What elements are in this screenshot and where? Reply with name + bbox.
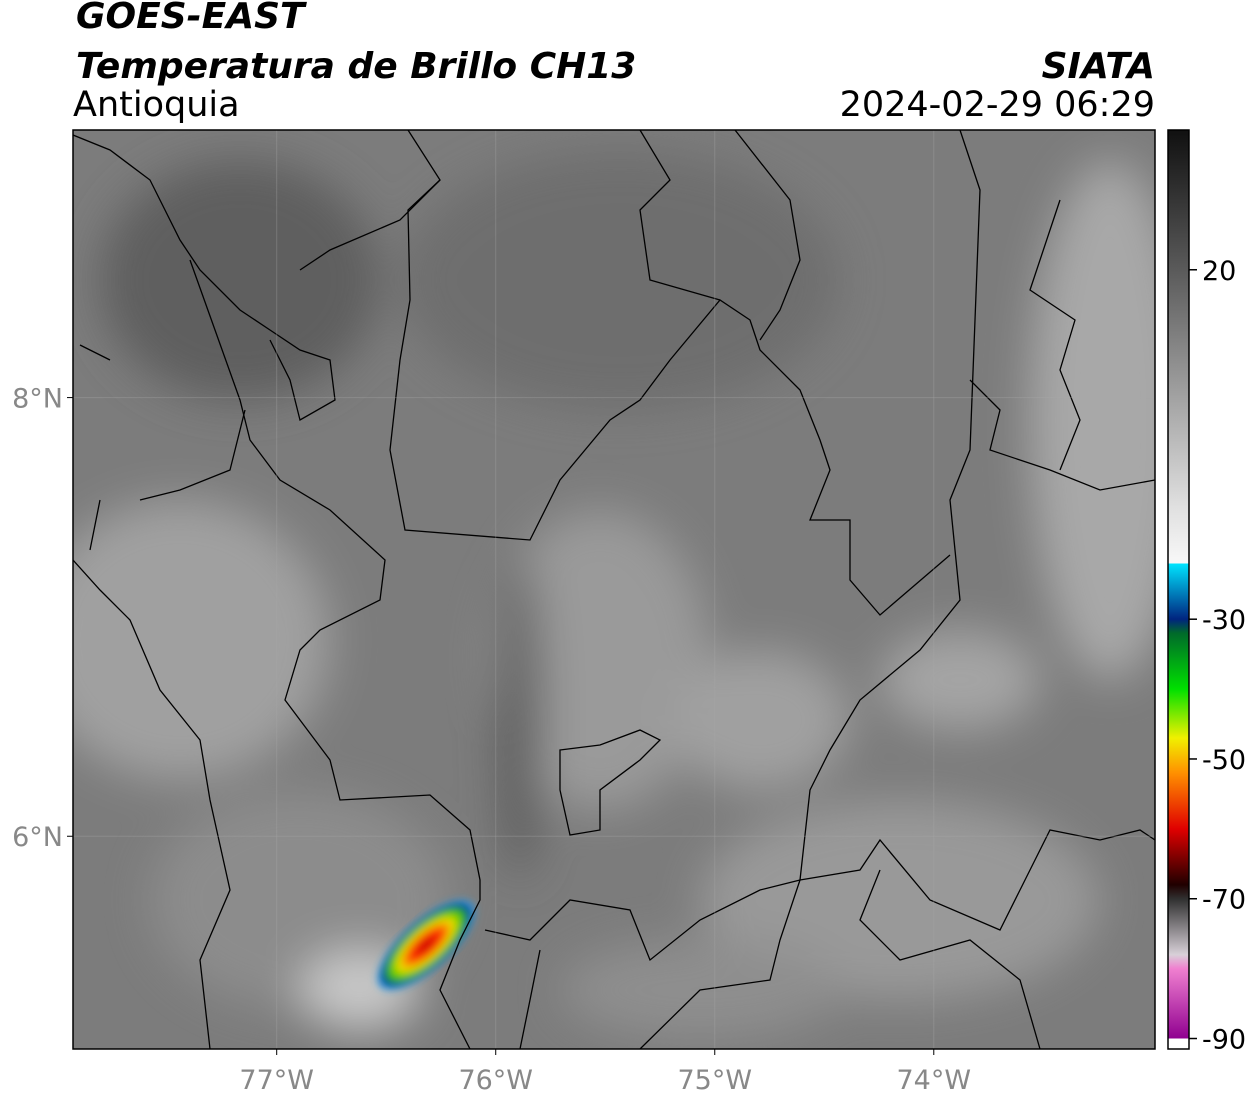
lat-tick-label: 6°N bbox=[12, 822, 63, 853]
colorbar-tick-label: -30 bbox=[1202, 605, 1246, 636]
border bbox=[73, 134, 441, 1049]
source: SIATA bbox=[1042, 46, 1155, 87]
lat-tick-label: 8°N bbox=[12, 384, 63, 415]
lon-tick-label: 76°W bbox=[458, 1065, 533, 1096]
title: GOES-EAST bbox=[76, 0, 307, 37]
borders bbox=[73, 130, 1155, 1049]
cloud-texture bbox=[73, 150, 1155, 1040]
grid bbox=[73, 130, 1155, 1049]
colorbar-tick-label: -70 bbox=[1202, 885, 1246, 916]
colorbar bbox=[1167, 129, 1190, 1050]
lon-tick-label: 74°W bbox=[897, 1065, 972, 1096]
colorbar-tick-label: -90 bbox=[1202, 1025, 1246, 1056]
lon-tick-label: 77°W bbox=[239, 1065, 314, 1096]
border bbox=[734, 130, 801, 341]
border bbox=[519, 869, 1041, 1049]
border bbox=[559, 729, 662, 836]
colorbar-tick-label: 20 bbox=[1202, 256, 1236, 287]
colorbar-tick-label: -50 bbox=[1202, 745, 1246, 776]
border bbox=[484, 829, 1155, 962]
storm-cell bbox=[377, 899, 475, 991]
datetime: 2024-02-29 06:29 bbox=[840, 85, 1155, 125]
border bbox=[969, 379, 1155, 491]
border bbox=[389, 130, 951, 616]
border bbox=[1029, 199, 1081, 471]
border bbox=[799, 130, 981, 881]
subtitle: Temperatura de Brillo CH13 bbox=[76, 46, 636, 87]
satellite-image bbox=[73, 130, 1155, 1049]
border bbox=[639, 130, 721, 301]
border bbox=[189, 259, 481, 1049]
region: Antioquia bbox=[73, 85, 240, 125]
lon-tick-label: 75°W bbox=[677, 1065, 752, 1096]
map-frame bbox=[72, 129, 1156, 1050]
